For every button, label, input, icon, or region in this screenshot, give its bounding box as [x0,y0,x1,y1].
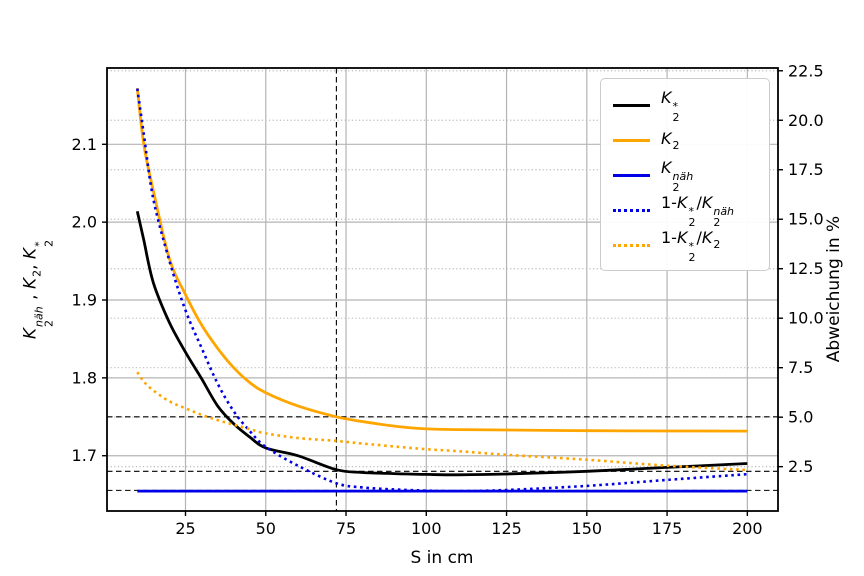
legend-line-sample [613,209,650,212]
label-superscript: * [672,100,679,114]
label-superscript: näh [713,205,735,219]
x-axis-label: S in cm [410,548,474,568]
y-tick-label-left: 1.8 [72,368,97,387]
label-text: , [20,259,41,270]
label-subsup: näh 2 [33,306,56,327]
label-text: K [20,247,41,260]
label-subsup: * 2 [672,100,680,124]
legend-line-sample [613,244,650,247]
label-text: / [696,193,702,213]
legend-line-sample [613,174,650,177]
label-text: K [661,129,672,148]
y-tick-label-right: 10.0 [788,309,824,328]
label-text: K [701,228,713,248]
label-text: K [676,193,688,213]
label-text: 1- [661,228,677,248]
x-tick-label: 25 [175,519,195,538]
label-subsup: * 2 [688,205,696,229]
x-tick-label: 200 [732,519,763,538]
label-subscript: 2 [43,239,56,247]
legend-item-rel-dev-K2: 1-K * 2/K2 [613,228,759,263]
label-subscript: 2 [688,215,696,229]
y-tick-label-left: 1.9 [72,291,97,310]
y-tick-label-right: 5.0 [788,408,813,427]
legend-label: 1-K * 2/K2 [661,228,720,263]
curve-K2-star [135,210,748,477]
label-text: K [20,277,41,290]
y-tick-label-left: 1.7 [72,446,97,465]
y-tick-label-right: 20.0 [788,111,824,130]
label-superscript: näh [672,170,694,184]
y-tick-label-right: 7.5 [788,358,813,377]
label-text: K [661,158,672,178]
legend-label: K * 2 [661,88,681,123]
label-text: K [661,88,672,108]
x-tick-label: 150 [572,519,603,538]
x-tick-label: 50 [256,519,276,538]
y-tick-label-right: 12.5 [788,259,824,278]
legend-line-sample [613,139,650,142]
label-subscript: 2 [672,110,680,124]
label-text: K [676,228,688,248]
label-subsup: näh 2 [672,170,694,194]
label-superscript: * [688,240,694,254]
label-superscript: * [688,205,694,219]
legend-label: 1-K * 2/K näh 2 [661,193,735,228]
label-subscript: 2 [713,238,721,252]
legend-item-K2: K2 [613,123,759,158]
y-tick-label-right: 17.5 [788,160,824,179]
label-text: K [701,193,713,213]
label-subscript: 2 [672,180,680,194]
label-text: 1- [661,193,677,213]
y-tick-label-left: 2.1 [72,135,97,154]
x-tick-label: 75 [336,519,356,538]
y-axis-label-right: Abweichung in % [824,215,844,363]
label-subsup: näh 2 [713,205,735,229]
x-tick-label: 125 [491,519,522,538]
legend-line-sample [613,104,650,107]
label-subscript: 2 [30,269,44,277]
y-tick-label-right: 22.5 [788,61,824,80]
y-tick-label-left: 2.0 [72,213,97,232]
label-subscript: 2 [43,319,56,327]
label-text: K [20,327,41,340]
label-subsup: * 2 [688,240,696,264]
label-text: , [20,289,41,306]
legend-label: K2 [661,129,680,152]
y-tick-label-right: 15.0 [788,210,824,229]
label-subscript: 2 [688,250,696,264]
legend-item-K2-star: K * 2 [613,88,759,123]
curve-rel-dev-K2-naeh [136,88,748,493]
y-tick-label-right: 2.5 [788,457,813,476]
label-subscript: 2 [672,139,680,152]
curve-rel-dev-K2 [136,371,748,472]
axes-frame [106,67,779,512]
label-text: / [696,228,702,248]
label-subsup: * 2 [33,239,56,247]
x-tick-label: 100 [411,519,442,538]
x-tick-label: 175 [652,519,683,538]
curve-K2 [135,88,748,433]
label-subscript: 2 [713,215,721,229]
legend-item-rel-dev-K2-naeh: 1-K * 2/K näh 2 [613,193,759,228]
